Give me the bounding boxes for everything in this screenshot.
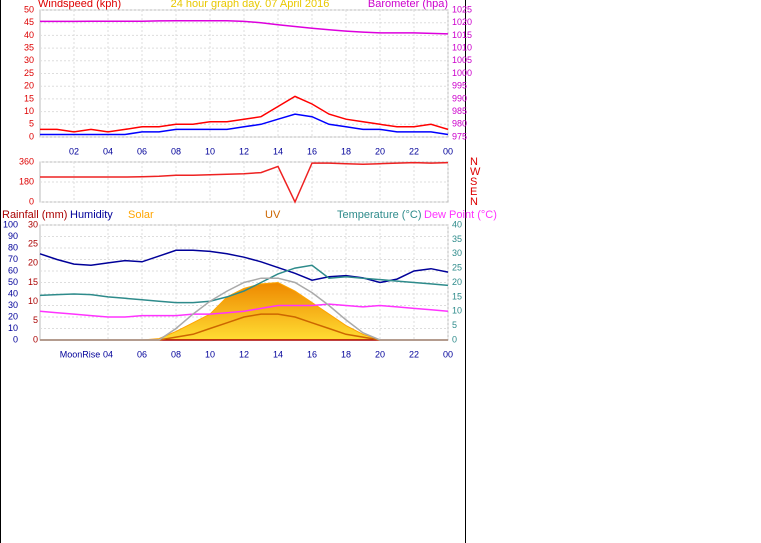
x-tick-label: 04 <box>103 349 113 359</box>
series-line <box>40 19 449 35</box>
y-tick-label: 10 <box>24 106 34 116</box>
x-tick-label: 04 <box>103 146 113 156</box>
x-tick-label: 00 <box>443 146 453 156</box>
x-tick-label: 14 <box>273 146 283 156</box>
y2-tick-label: E <box>470 186 477 198</box>
y-tick-label: 20 <box>8 311 18 321</box>
y-tick-label: 25 <box>24 68 34 78</box>
y3-tick-label: 0 <box>33 334 38 344</box>
y-tick-label: 40 <box>8 288 18 298</box>
legend-entry: Temperature (°C) <box>337 209 421 221</box>
y2-tick-label: N <box>470 156 478 168</box>
x-tick-label: 06 <box>137 146 147 156</box>
x-tick-label: 22 <box>409 349 419 359</box>
y2-tick-label: S <box>470 176 477 188</box>
y2-tick-label: 40 <box>452 219 462 229</box>
y-tick-label: 40 <box>24 30 34 40</box>
x-tick-label: 06 <box>137 349 147 359</box>
x-tick-label: 10 <box>205 349 215 359</box>
x-tick-label: 08 <box>171 349 181 359</box>
y-tick-label: 45 <box>24 17 34 27</box>
y-tick-label: 360 <box>19 156 34 166</box>
x-tick-label: 18 <box>341 349 351 359</box>
y-tick-label: 0 <box>13 334 18 344</box>
x-tick-label: 20 <box>375 349 385 359</box>
y2-tick-label: 35 <box>452 234 462 244</box>
x-tick-label: 12 <box>239 349 249 359</box>
x-tick-label: 22 <box>409 146 419 156</box>
x-tick-label: 00 <box>443 349 453 359</box>
y2-tick-label: 995 <box>452 81 467 91</box>
y3-tick-label: 20 <box>28 258 38 268</box>
y2-tick-label: N <box>470 196 478 208</box>
y2-tick-label: 1025 <box>452 4 472 14</box>
y-tick-label: 30 <box>24 55 34 65</box>
legend-entry: UV <box>265 209 281 221</box>
series-line <box>39 303 449 318</box>
x-tick-label: 12 <box>239 146 249 156</box>
legend-entry: Dew Point (°C) <box>424 209 497 221</box>
y2-tick-label: 20 <box>452 277 462 287</box>
x-tick-label: 16 <box>307 349 317 359</box>
series-line <box>39 249 449 284</box>
y2-tick-label: 25 <box>452 263 462 273</box>
y-tick-label: 50 <box>24 4 34 14</box>
y-tick-label: 5 <box>29 119 34 129</box>
y2-tick-label: 15 <box>452 291 462 301</box>
y2-axis-label: Barometer (hpa) <box>368 0 448 10</box>
y-tick-label: 80 <box>8 242 18 252</box>
y2-tick-label: 1000 <box>452 68 472 78</box>
y-tick-label: 70 <box>8 254 18 264</box>
y3-tick-label: 10 <box>28 296 38 306</box>
legend-entry: Rainfall (mm) <box>2 209 67 221</box>
x-tick-label: 16 <box>307 146 317 156</box>
y-tick-label: 0 <box>29 196 34 206</box>
series-line <box>40 113 449 136</box>
y3-tick-label: 25 <box>28 239 38 249</box>
annotation: MoonRise <box>60 349 101 359</box>
y3-tick-label: 5 <box>33 315 38 325</box>
x-tick-label: 20 <box>375 146 385 156</box>
x-tick-label: 18 <box>341 146 351 156</box>
legend-entry: Solar <box>128 209 154 221</box>
y-tick-label: 180 <box>19 176 34 186</box>
x-tick-label: 14 <box>273 349 283 359</box>
y2-tick-label: 990 <box>452 93 467 103</box>
y3-tick-label: 30 <box>28 219 38 229</box>
series-line <box>40 277 448 341</box>
y-tick-label: 20 <box>24 81 34 91</box>
x-tick-label: 02 <box>69 146 79 156</box>
y-tick-label: 60 <box>8 265 18 275</box>
y2-tick-label: 5 <box>452 320 457 330</box>
legend-entry: Humidity <box>70 209 113 221</box>
y2-tick-label: 10 <box>452 306 462 316</box>
y3-tick-label: 15 <box>28 277 38 287</box>
y-tick-label: 10 <box>8 323 18 333</box>
y-tick-label: 35 <box>24 42 34 52</box>
y2-tick-label: 985 <box>452 106 467 116</box>
y-tick-label: 15 <box>24 93 34 103</box>
y2-tick-label: 1020 <box>452 17 472 27</box>
y-axis-label: Windspeed (kph) <box>38 0 121 10</box>
series-line <box>39 264 449 304</box>
y2-tick-label: 1015 <box>452 30 472 40</box>
y-tick-label: 100 <box>3 219 18 229</box>
y2-tick-label: 1010 <box>452 42 472 52</box>
y-tick-label: 50 <box>8 277 18 287</box>
y2-tick-label: 30 <box>452 248 462 258</box>
x-tick-label: 10 <box>205 146 215 156</box>
y2-tick-label: 1005 <box>452 55 472 65</box>
y2-tick-label: 0 <box>452 334 457 344</box>
x-tick-label: 08 <box>171 146 181 156</box>
y-tick-label: 90 <box>8 231 18 241</box>
y-tick-label: 30 <box>8 300 18 310</box>
chart-title: 24 hour graph day. 07 April 2016 <box>171 0 330 10</box>
series-line <box>40 95 449 133</box>
series-line <box>40 161 449 204</box>
y2-tick-label: 975 <box>452 131 467 141</box>
y2-tick-label: W <box>470 166 481 178</box>
y-tick-label: 0 <box>29 131 34 141</box>
y2-tick-label: 980 <box>452 119 467 129</box>
